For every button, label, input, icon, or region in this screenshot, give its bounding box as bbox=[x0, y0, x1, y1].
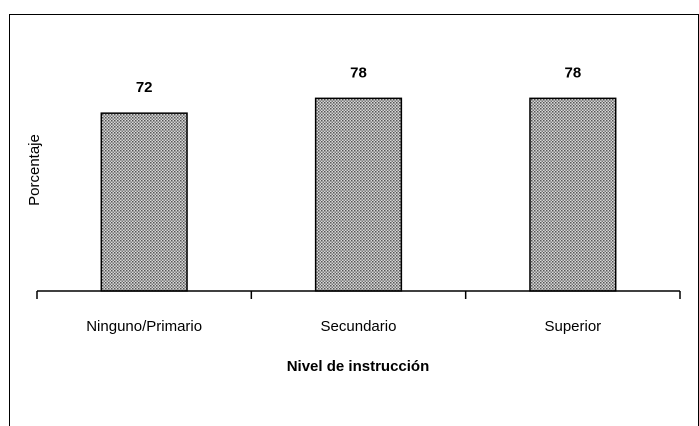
bar bbox=[100, 112, 188, 292]
x-tick-label: Secundario bbox=[321, 318, 397, 335]
x-tick-label: Ninguno/Primario bbox=[86, 318, 202, 335]
data-label: 78 bbox=[350, 64, 367, 81]
y-axis-title: Porcentaje bbox=[26, 134, 43, 206]
data-label: 78 bbox=[564, 64, 581, 81]
x-axis-title: Nivel de instrucción bbox=[287, 358, 430, 375]
bar bbox=[529, 97, 617, 292]
x-tick-label: Superior bbox=[544, 318, 601, 335]
data-label: 72 bbox=[136, 79, 153, 96]
bar bbox=[314, 97, 403, 292]
